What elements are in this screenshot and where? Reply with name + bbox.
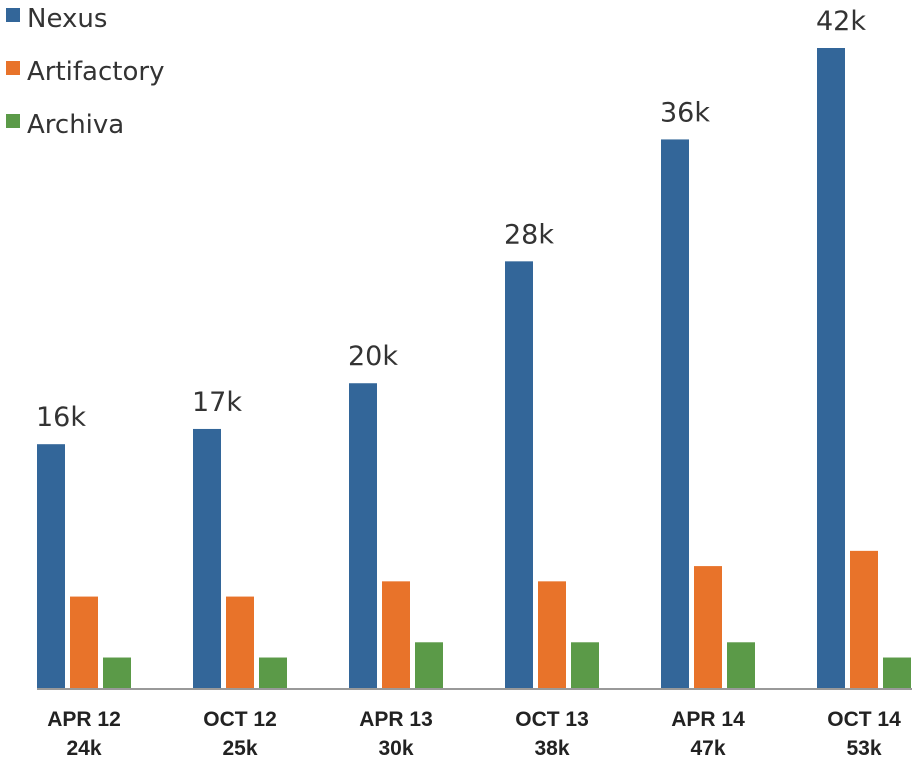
category-label-oct-14: OCT 14 xyxy=(827,708,901,731)
bar-nexus-oct-12 xyxy=(193,428,221,688)
bar-archiva-oct-14 xyxy=(883,657,911,688)
legend-swatch-archiva xyxy=(6,114,20,128)
bars xyxy=(37,48,911,688)
bar-nexus-oct-14 xyxy=(817,48,845,688)
legend: Nexus Artifactory Archiva xyxy=(6,4,164,140)
bar-artifactory-oct-12 xyxy=(226,596,254,688)
labels: 16k APR 12 24k 17k OCT 12 25k 20k APR 13 30k 28k O… xyxy=(36,6,901,760)
data-label-nexus-apr-14: 36k xyxy=(660,97,710,128)
category-total-apr-13: 30k xyxy=(378,737,413,760)
bar-artifactory-apr-14 xyxy=(694,566,722,688)
bar-archiva-oct-12 xyxy=(259,657,287,688)
legend-label-artifactory: Artifactory xyxy=(27,57,164,87)
bar-artifactory-oct-14 xyxy=(850,550,878,688)
legend-label-archiva: Archiva xyxy=(27,110,124,140)
category-label-oct-13: OCT 13 xyxy=(515,708,589,731)
bar-nexus-apr-13 xyxy=(349,383,377,688)
legend-swatch-nexus xyxy=(6,8,20,22)
bar-artifactory-apr-13 xyxy=(382,581,410,688)
data-label-nexus-oct-13: 28k xyxy=(504,219,554,250)
bar-archiva-apr-12 xyxy=(103,657,131,688)
category-label-apr-14: APR 14 xyxy=(671,708,745,731)
category-total-apr-14: 47k xyxy=(690,737,725,760)
bar-nexus-apr-14 xyxy=(661,139,689,688)
category-label-apr-13: APR 13 xyxy=(359,708,433,731)
bar-nexus-oct-13 xyxy=(505,261,533,688)
category-label-oct-12: OCT 12 xyxy=(203,708,277,731)
bar-archiva-apr-14 xyxy=(727,642,755,688)
category-total-oct-13: 38k xyxy=(534,737,569,760)
data-label-nexus-apr-12: 16k xyxy=(36,402,86,433)
data-label-nexus-oct-14: 42k xyxy=(816,6,866,37)
category-label-apr-12: APR 12 xyxy=(47,708,121,731)
legend-label-nexus: Nexus xyxy=(27,4,107,34)
bar-artifactory-oct-13 xyxy=(538,581,566,688)
legend-swatch-artifactory xyxy=(6,61,20,75)
bar-archiva-oct-13 xyxy=(571,642,599,688)
data-label-nexus-apr-13: 20k xyxy=(348,341,398,372)
bar-archiva-apr-13 xyxy=(415,642,443,688)
category-total-apr-12: 24k xyxy=(66,737,101,760)
bar-nexus-apr-12 xyxy=(37,444,65,688)
bar-artifactory-apr-12 xyxy=(70,596,98,688)
category-total-oct-12: 25k xyxy=(222,737,257,760)
category-total-oct-14: 53k xyxy=(846,737,881,760)
data-label-nexus-oct-12: 17k xyxy=(192,387,242,418)
